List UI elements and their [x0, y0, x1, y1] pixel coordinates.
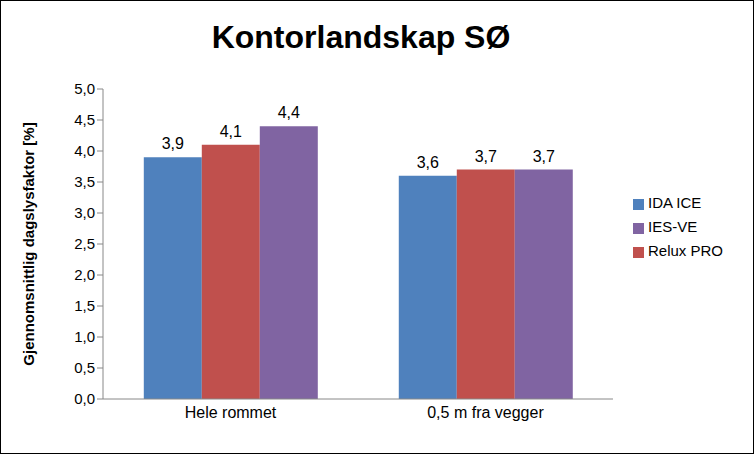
html-text:IDA ICE: IDA ICE [648, 194, 702, 211]
svg-text:2,0: 2,0 [74, 266, 95, 283]
svg-text:4,4: 4,4 [278, 104, 300, 121]
svg-text:3,9: 3,9 [162, 135, 184, 152]
svg-text:2,5: 2,5 [74, 235, 95, 252]
svg-text:4,1: 4,1 [220, 123, 242, 140]
svg-text:3,6: 3,6 [417, 154, 439, 171]
svg-text:5,0: 5,0 [74, 80, 95, 97]
svg-text:1,5: 1,5 [74, 297, 95, 314]
svg-text:Hele rommet: Hele rommet [185, 404, 277, 421]
html-text:IES-VE: IES-VE [648, 218, 698, 235]
svg-text:3,5: 3,5 [74, 173, 95, 190]
svg-text:Gjennomsnittlig dagslysfaktor: Gjennomsnittlig dagslysfaktor [%] [20, 122, 37, 365]
html-text:Kontorlandskap SØ: Kontorlandskap SØ [211, 19, 511, 55]
svg-text:0,0: 0,0 [74, 390, 95, 407]
svg-text:3,7: 3,7 [475, 148, 497, 165]
html-text:Relux PRO: Relux PRO [648, 242, 723, 259]
svg-text:4,5: 4,5 [74, 111, 95, 128]
svg-text:4,0: 4,0 [74, 142, 95, 159]
svg-text:0,5: 0,5 [74, 359, 95, 376]
svg-text:1,0: 1,0 [74, 328, 95, 345]
svg-text:3,0: 3,0 [74, 204, 95, 221]
svg-text:0,5 m fra vegger: 0,5 m fra vegger [427, 404, 544, 421]
svg-text:3,7: 3,7 [533, 148, 555, 165]
